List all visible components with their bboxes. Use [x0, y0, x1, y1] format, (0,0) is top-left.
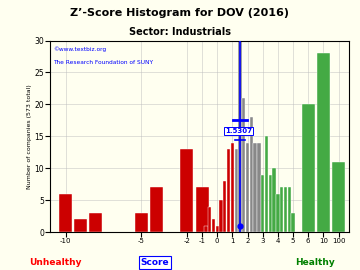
Bar [250, 117, 253, 232]
Bar [291, 213, 295, 232]
Bar [195, 187, 208, 232]
Bar [246, 143, 249, 232]
Text: Score: Score [140, 258, 169, 267]
Bar [332, 162, 345, 232]
Bar [284, 187, 287, 232]
Bar [150, 187, 163, 232]
Bar [208, 207, 211, 232]
Bar [257, 143, 261, 232]
Bar [280, 187, 283, 232]
Text: Z’-Score Histogram for DOV (2016): Z’-Score Histogram for DOV (2016) [71, 8, 289, 18]
Bar [238, 40, 242, 232]
Bar [288, 187, 291, 232]
Bar [234, 149, 238, 232]
Bar [204, 226, 207, 232]
Bar [219, 200, 223, 232]
Bar [242, 98, 246, 232]
Bar [253, 143, 257, 232]
Bar [302, 104, 315, 232]
Bar [180, 149, 193, 232]
Bar [74, 220, 87, 232]
Text: Sector: Industrials: Sector: Industrials [129, 27, 231, 37]
Bar [265, 136, 268, 232]
Bar [89, 213, 102, 232]
Bar [317, 53, 330, 232]
Bar [276, 194, 280, 232]
Bar [227, 149, 230, 232]
Bar [135, 213, 148, 232]
Text: 1.5307: 1.5307 [225, 128, 252, 134]
Bar [216, 226, 219, 232]
Bar [273, 168, 276, 232]
Text: ©www.textbiz.org: ©www.textbiz.org [53, 46, 107, 52]
Bar [269, 175, 272, 232]
Bar [212, 220, 215, 232]
Bar [261, 175, 264, 232]
Text: The Research Foundation of SUNY: The Research Foundation of SUNY [53, 60, 153, 65]
Text: Healthy: Healthy [295, 258, 335, 267]
Bar [59, 194, 72, 232]
Bar [231, 143, 234, 232]
Text: Unhealthy: Unhealthy [29, 258, 81, 267]
Y-axis label: Number of companies (573 total): Number of companies (573 total) [27, 84, 32, 189]
Bar [223, 181, 226, 232]
